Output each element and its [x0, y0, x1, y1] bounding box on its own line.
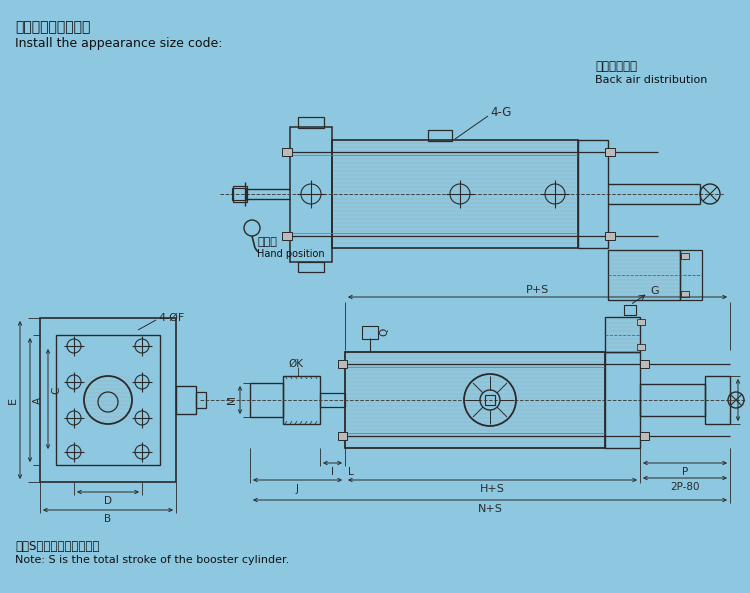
Bar — [282, 148, 292, 156]
Bar — [345, 352, 605, 448]
Bar — [681, 291, 689, 297]
Bar — [637, 319, 645, 325]
Bar — [338, 360, 347, 368]
Bar — [605, 148, 615, 156]
Bar — [624, 305, 636, 315]
Bar — [56, 335, 160, 465]
Bar — [283, 376, 320, 424]
Text: J: J — [296, 484, 299, 494]
Text: M: M — [227, 396, 237, 404]
Text: D: D — [104, 496, 112, 506]
Text: 4-G: 4-G — [490, 106, 512, 119]
Bar — [485, 395, 495, 405]
Bar — [608, 250, 680, 300]
Bar — [640, 384, 705, 416]
Text: 背面气口分布: 背面气口分布 — [595, 60, 637, 73]
Bar — [681, 253, 689, 259]
Bar — [637, 344, 645, 350]
Text: P: P — [682, 467, 688, 477]
Text: H+S: H+S — [480, 484, 505, 494]
Text: Install the appearance size code:: Install the appearance size code: — [15, 37, 223, 50]
Bar — [298, 262, 324, 272]
Bar — [605, 352, 640, 448]
Bar — [290, 127, 332, 262]
Text: G: G — [650, 286, 658, 296]
Bar — [680, 250, 702, 300]
Text: A: A — [33, 397, 43, 404]
Bar — [338, 432, 347, 440]
Text: I: I — [331, 467, 334, 477]
Text: L: L — [348, 467, 354, 477]
Text: N+S: N+S — [478, 504, 502, 514]
Text: Hand position: Hand position — [257, 249, 325, 259]
Text: ØK: ØK — [288, 359, 303, 369]
Text: C: C — [51, 386, 61, 394]
Text: 注：S为增压缸的总行程。: 注：S为增压缸的总行程。 — [15, 540, 99, 553]
Bar — [332, 140, 578, 248]
Bar — [320, 393, 345, 407]
Bar — [232, 188, 246, 200]
Text: 4-ØF: 4-ØF — [158, 313, 184, 323]
Bar — [40, 318, 176, 482]
Bar — [428, 130, 452, 141]
Text: 扬手位: 扬手位 — [257, 237, 277, 247]
Bar — [605, 232, 615, 240]
Text: Q: Q — [379, 328, 389, 336]
Bar — [705, 376, 730, 424]
Bar — [196, 392, 206, 408]
Text: P+S: P+S — [526, 285, 549, 295]
Bar — [250, 383, 283, 417]
Bar — [640, 360, 649, 368]
Text: 安装外观尺寸代码：: 安装外观尺寸代码： — [15, 20, 90, 34]
Text: B: B — [104, 514, 112, 524]
Bar — [233, 186, 247, 202]
Bar — [578, 140, 608, 248]
Text: E: E — [8, 397, 18, 403]
Bar — [362, 326, 378, 339]
Bar — [298, 117, 324, 128]
Bar — [176, 386, 196, 414]
Text: Back air distribution: Back air distribution — [595, 75, 707, 85]
Text: Note: S is the total stroke of the booster cylinder.: Note: S is the total stroke of the boost… — [15, 555, 290, 565]
Bar — [640, 432, 649, 440]
Bar — [605, 317, 640, 352]
Bar — [282, 232, 292, 240]
Text: 2P-80: 2P-80 — [670, 482, 700, 492]
